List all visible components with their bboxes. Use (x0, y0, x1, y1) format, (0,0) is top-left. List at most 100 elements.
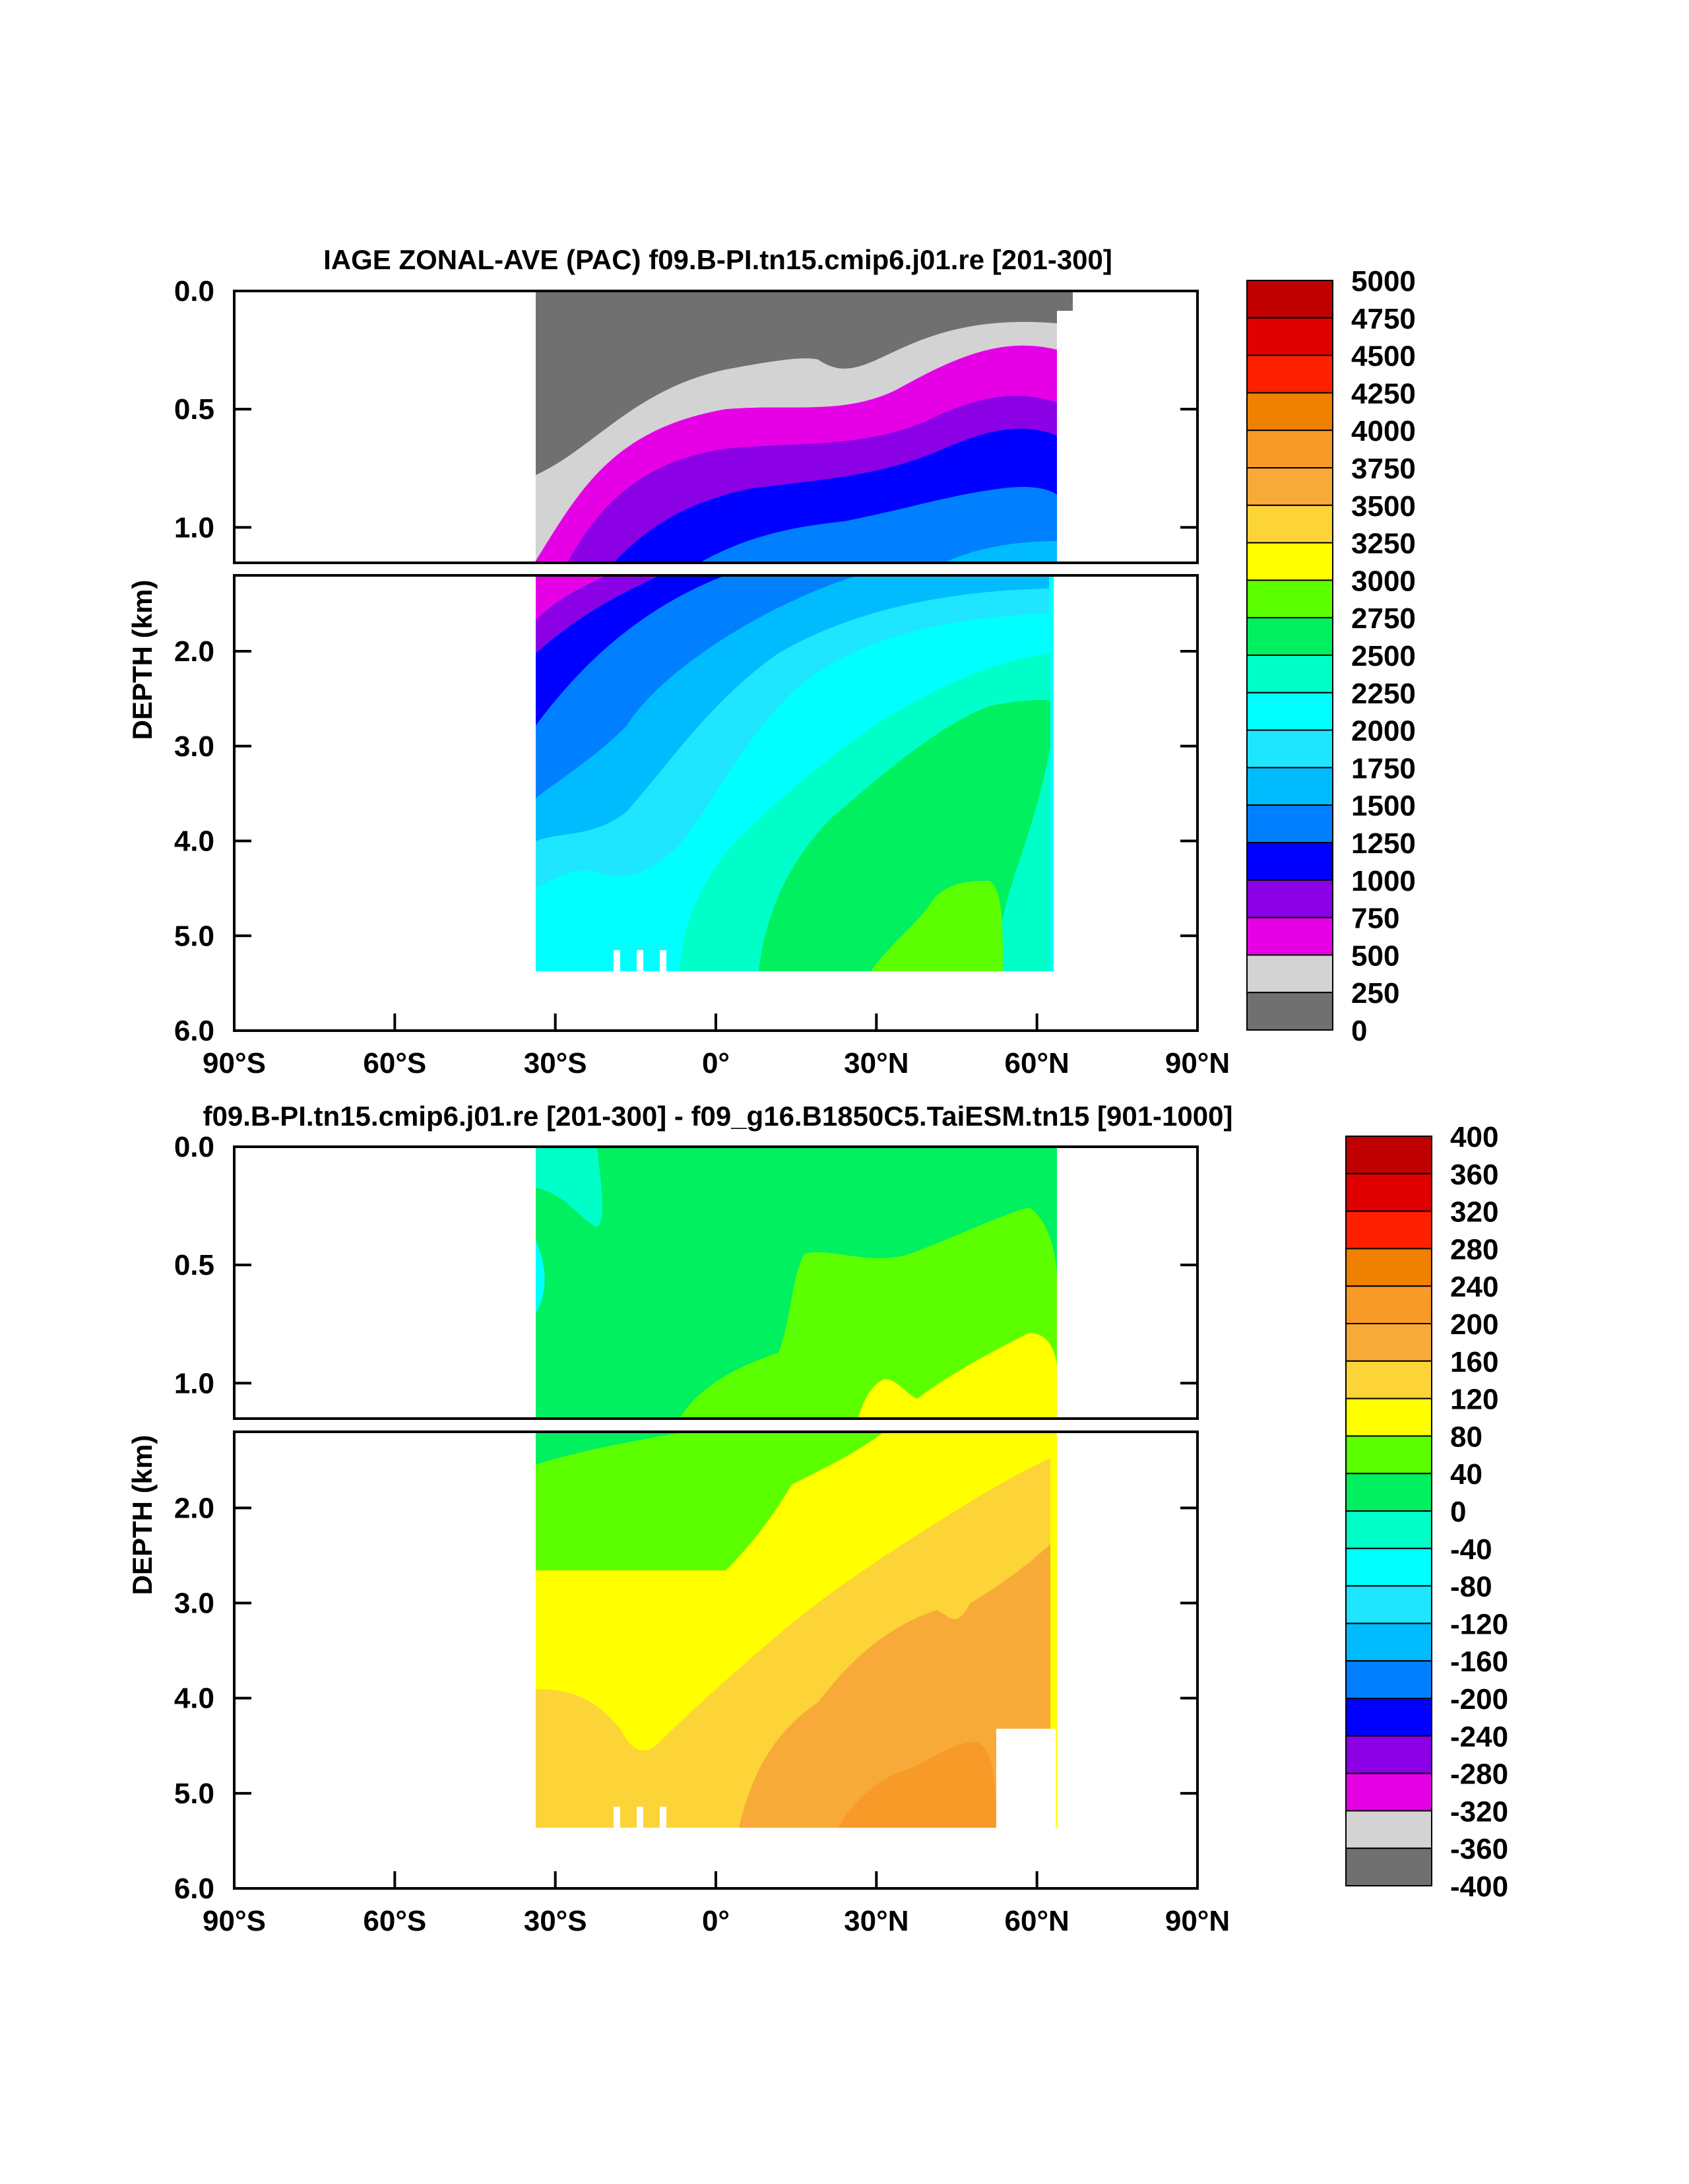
panel-diff-colorbar-label: -280 (1450, 1758, 1508, 1791)
panel-diff-colorbar-label: 400 (1450, 1121, 1498, 1153)
panel-age-colorbar-box (1246, 467, 1333, 506)
panel-diff-colorbar-label: -120 (1450, 1608, 1508, 1640)
panel-diff-ytick-label: 3.0 (174, 1588, 214, 1620)
panel-age-colorbar-label: 1750 (1351, 752, 1416, 785)
panel-diff-ylabel: DEPTH (km) (127, 1435, 158, 1595)
panel-age-colorbar-label: 500 (1351, 940, 1399, 972)
panel-age-colorbar-label: 4500 (1351, 340, 1416, 373)
panel-diff-colorbar-label: -40 (1450, 1533, 1492, 1566)
panel-diff-upper-field (536, 1147, 1057, 1419)
panel-age-colorbar-box (1246, 916, 1333, 956)
panel-diff-colorbar-label: 320 (1450, 1196, 1498, 1229)
panel-age-colorbar-label: 250 (1351, 977, 1399, 1010)
panel-age-colorbar-label: 2250 (1351, 678, 1416, 710)
panel-age-title: IAGE ZONAL-AVE (PAC) f09.B-PI.tn15.cmip6… (323, 244, 1112, 275)
panel-diff-ytick-label: 0.0 (174, 1131, 214, 1163)
panel-diff-colorbar-box (1345, 1285, 1432, 1324)
panel-diff-colorbar-box (1345, 1397, 1432, 1437)
panel-age-ytick-label: 4.0 (174, 825, 214, 858)
panel-diff-xtick-label: 30°N (844, 1905, 908, 1937)
panel-age-xtick-label: 90°S (203, 1047, 266, 1079)
panel-diff-xtick-label: 90°N (1165, 1905, 1230, 1937)
panel-age-colorbar-box (1246, 804, 1333, 843)
panel-diff-colorbar-label: 40 (1450, 1458, 1482, 1491)
panel-diff-title: f09.B-PI.tn15.cmip6.j01.re [201-300] - f… (203, 1101, 1233, 1132)
panel-age-ytick-label: 3.0 (174, 730, 214, 763)
panel-age-ytick-label: 1.0 (174, 511, 214, 544)
panel-diff-colorbar-label: -320 (1450, 1795, 1508, 1828)
panel-diff-colorbar-box (1345, 1172, 1432, 1212)
panel-diff-colorbar-box (1345, 1547, 1432, 1587)
panel-diff-colorbar-label: 280 (1450, 1233, 1498, 1266)
panel-diff-colorbar-box (1345, 1585, 1432, 1624)
panel-age: IAGE ZONAL-AVE (PAC) f09.B-PI.tn15.cmip6… (127, 244, 1416, 1079)
panel-diff-colorbar-box (1345, 1660, 1432, 1699)
panel-age-colorbar-box (1246, 992, 1333, 1031)
panel-age-colorbar-box (1246, 280, 1333, 319)
panel-diff-ytick-label: 1.0 (174, 1367, 214, 1399)
panel-age-colorbar-label: 3750 (1351, 453, 1416, 485)
panel-diff-yticks-lower: 2.0 3.0 4.0 5.0 6.0 (174, 1492, 1197, 1905)
panel-diff-colorbar-box (1345, 1323, 1432, 1362)
panel-age-xtick-label: 0° (702, 1047, 730, 1079)
panel-age-xtick-label: 30°N (844, 1047, 908, 1079)
panel-age-ytick-label: 5.0 (174, 920, 214, 952)
panel-age-yticks-lower: 2.0 3.0 4.0 5.0 6.0 (174, 635, 1197, 1047)
panel-diff-colorbar-box (1345, 1622, 1432, 1662)
panel-diff-colorbar-label: 240 (1450, 1271, 1498, 1303)
panel-age-colorbar-label: 1500 (1351, 790, 1416, 822)
panel-diff-colorbar-box (1345, 1473, 1432, 1512)
panel-age-colorbar-label: 2500 (1351, 640, 1416, 672)
panel-age-upper-field (536, 291, 1073, 563)
panel-age-colorbar-label: 0 (1351, 1015, 1367, 1047)
panel-diff-colorbar-label: -240 (1450, 1721, 1508, 1753)
panel-diff-colorbar-box (1345, 1735, 1432, 1774)
panel-diff-lower-field (536, 1432, 1057, 1888)
panel-diff-colorbar-label: -400 (1450, 1871, 1508, 1903)
panel-age-colorbar-label: 3250 (1351, 528, 1416, 560)
panel-diff-yticks-upper: 0.0 0.5 1.0 (174, 1131, 1197, 1399)
panel-age-colorbar-box (1246, 317, 1333, 356)
panel-diff-colorbar-box (1345, 1248, 1432, 1287)
panel-diff-colorbar-label: -80 (1450, 1571, 1492, 1603)
panel-diff-xtick-label: 60°S (363, 1905, 426, 1937)
panel-diff-colorbar-box (1345, 1435, 1432, 1475)
panel-age-ytick-label: 2.0 (174, 635, 214, 668)
panel-age-colorbar-box (1246, 767, 1333, 806)
panel-diff-colorbar-label: 360 (1450, 1159, 1498, 1191)
panel-age-colorbar-box (1246, 579, 1333, 619)
panel-age-colorbar-box (1246, 617, 1333, 657)
panel-age-colorbar-box (1246, 504, 1333, 544)
panel-age-ytick-label: 0.0 (174, 275, 214, 307)
panel-age-colorbar-box (1246, 954, 1333, 994)
panel-age-xtick-label: 30°S (524, 1047, 587, 1079)
panel-diff-colorbar-box (1345, 1136, 1432, 1174)
panel-diff-xtick-label: 0° (702, 1905, 730, 1937)
panel-age-xtick-label: 60°S (363, 1047, 426, 1079)
panel-diff-colorbar-label: 80 (1450, 1421, 1482, 1453)
panel-age-colorbar-label: 5000 (1351, 265, 1416, 298)
panel-age-colorbar-label: 750 (1351, 903, 1399, 935)
panel-diff-colorbar-label: 0 (1450, 1496, 1466, 1528)
panel-diff-colorbar-label: -360 (1450, 1833, 1508, 1865)
panel-diff-colorbar: 40036032028024020016012080400-40-80-120-… (1345, 1121, 1508, 1903)
panel-diff-colorbar-box (1345, 1772, 1432, 1812)
panel-diff-upper-frame (233, 1145, 1199, 1420)
panel-diff-colorbar-box (1345, 1698, 1432, 1737)
panel-age-colorbar-box (1246, 729, 1333, 769)
panel-age-colorbar-label: 4000 (1351, 415, 1416, 447)
panel-age-colorbar-label: 4750 (1351, 303, 1416, 335)
panel-age-xtick-label: 60°N (1005, 1047, 1069, 1079)
panel-age-colorbar-label: 2750 (1351, 602, 1416, 635)
panel-diff-colorbar-box (1345, 1210, 1432, 1250)
panel-diff-colorbar-label: 200 (1450, 1308, 1498, 1341)
panel-age-colorbar-box (1246, 655, 1333, 693)
panel-age-ytick-label: 6.0 (174, 1015, 214, 1047)
panel-age-colorbar-label: 4250 (1351, 377, 1416, 410)
panel-diff-colorbar-box (1345, 1847, 1432, 1886)
panel-age-colorbar-box (1246, 354, 1333, 394)
panel-age-colorbar-box (1246, 392, 1333, 432)
panel-age-colorbar-box (1246, 542, 1333, 581)
panel-age-xtick-label: 90°N (1165, 1047, 1230, 1079)
panel-diff-colorbar-box (1345, 1360, 1432, 1399)
